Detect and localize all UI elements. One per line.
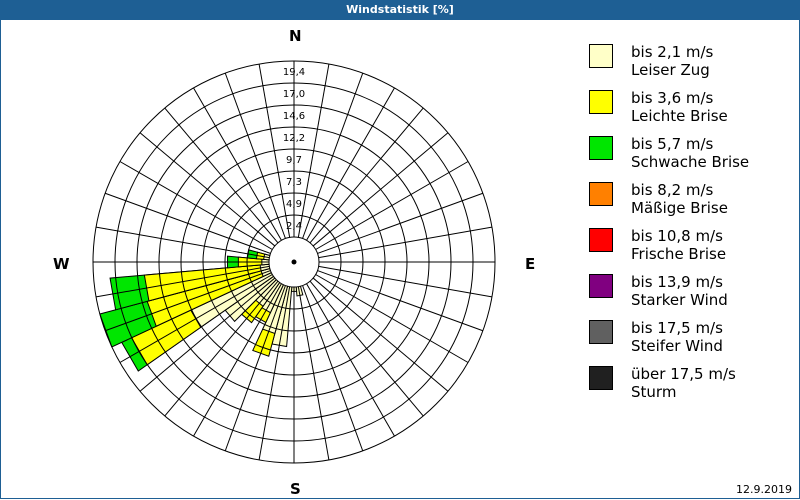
legend-speed: bis 2,1 m/s xyxy=(631,43,714,61)
legend-speed: bis 17,5 m/s xyxy=(631,319,723,337)
legend-swatch xyxy=(589,366,613,390)
legend-swatch xyxy=(589,274,613,298)
date-label: 12.9.2019 xyxy=(736,483,792,496)
legend-swatch xyxy=(589,136,613,160)
legend-label: Frische Brise xyxy=(631,245,727,263)
wind-sectors xyxy=(99,249,304,372)
legend-label: Starker Wind xyxy=(631,291,728,309)
compass-west-label: W xyxy=(53,255,70,273)
legend-swatch xyxy=(589,320,613,344)
legend-speed: bis 10,8 m/s xyxy=(631,227,723,245)
legend-swatch xyxy=(589,182,613,206)
legend-swatch xyxy=(589,228,613,252)
legend-label: Steifer Wind xyxy=(631,337,723,355)
legend-label: Leiser Zug xyxy=(631,61,710,79)
window-title: Windstatistik [%] xyxy=(0,0,800,20)
radial-tick-label: 7,3 xyxy=(286,177,302,188)
legend-label: Leichte Brise xyxy=(631,107,728,125)
polar-grid xyxy=(92,60,496,464)
compass-south-label: S xyxy=(290,480,301,498)
radial-tick-labels: 2,4 4,9 7,3 9,7 12,2 14,6 17,0 19,4 xyxy=(283,67,305,232)
radial-tick-label: 17,0 xyxy=(283,89,305,100)
radial-tick-label: 2,4 xyxy=(286,221,302,232)
legend-speed: bis 13,9 m/s xyxy=(631,273,723,291)
radial-tick-label: 19,4 xyxy=(283,67,305,78)
wind-rose-chart: 2,4 4,9 7,3 9,7 12,2 14,6 17,0 19,4 xyxy=(92,60,496,464)
legend-speed: bis 8,2 m/s xyxy=(631,181,714,199)
compass-east-label: E xyxy=(525,255,536,273)
legend-label: Schwache Brise xyxy=(631,153,750,171)
radial-tick-label: 14,6 xyxy=(283,111,305,122)
legend-swatch xyxy=(589,44,613,68)
legend-label: Sturm xyxy=(631,383,677,401)
compass-north-label: N xyxy=(289,27,302,45)
legend-speed: bis 3,6 m/s xyxy=(631,89,714,107)
legend-swatch xyxy=(589,90,613,114)
radial-tick-label: 9,7 xyxy=(286,155,302,166)
radial-tick-label: 4,9 xyxy=(286,199,302,210)
legend-label: Mäßige Brise xyxy=(631,199,728,217)
radial-tick-label: 12,2 xyxy=(283,133,305,144)
legend-speed: bis 5,7 m/s xyxy=(631,135,714,153)
legend-speed: über 17,5 m/s xyxy=(631,365,736,383)
